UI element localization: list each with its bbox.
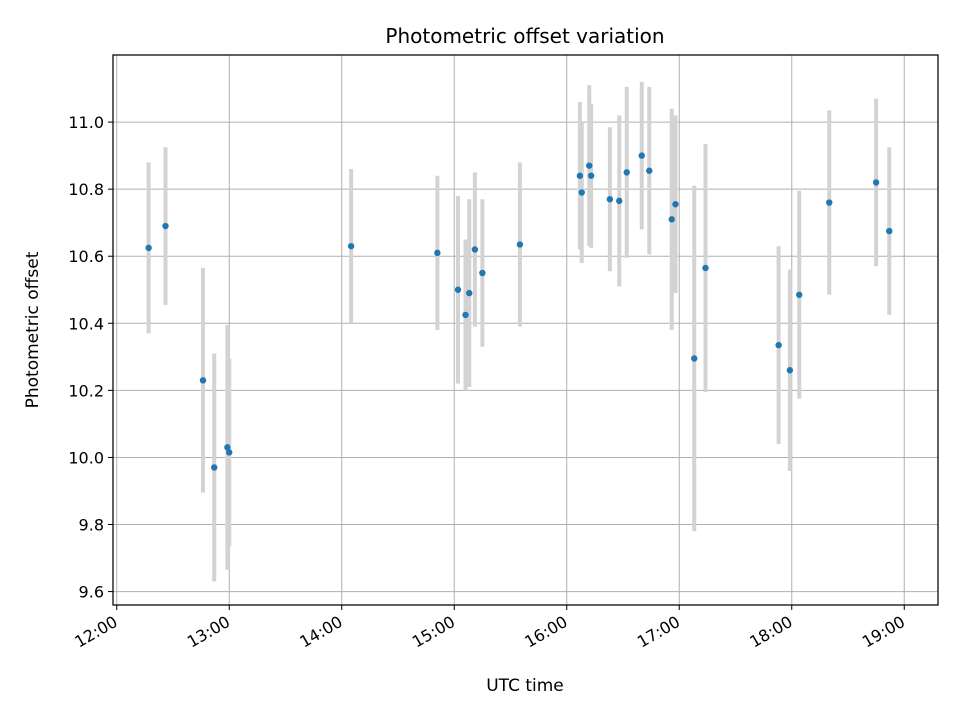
data-point bbox=[211, 464, 218, 471]
data-point bbox=[454, 286, 462, 293]
data-point bbox=[479, 269, 486, 277]
y-tick-label: 9.8 bbox=[79, 516, 104, 535]
y-axis-label: Photometric offset bbox=[23, 251, 43, 408]
data-point bbox=[886, 227, 893, 235]
data-point bbox=[466, 289, 473, 297]
data-point bbox=[587, 172, 595, 179]
data-point bbox=[646, 167, 653, 174]
data-point bbox=[691, 355, 698, 362]
y-tick-label: 10.4 bbox=[68, 314, 104, 333]
data-point bbox=[786, 367, 794, 374]
data-point bbox=[672, 201, 679, 208]
data-point bbox=[702, 264, 709, 272]
data-point bbox=[516, 241, 524, 248]
data-point bbox=[434, 249, 441, 257]
data-point bbox=[668, 216, 675, 223]
y-tick-label: 10.2 bbox=[68, 381, 104, 400]
plot-frame bbox=[112, 54, 939, 606]
data-point bbox=[872, 179, 880, 186]
y-tick-label: 9.6 bbox=[79, 583, 104, 602]
data-points bbox=[145, 152, 893, 471]
y-axis-ticks: 9.6 9.8 10.0 10.2 10.4 10.6 10.8 11.0 bbox=[68, 113, 113, 602]
data-point bbox=[471, 246, 479, 253]
data-point bbox=[162, 222, 169, 230]
chart-title: Photometric offset variation bbox=[385, 24, 664, 48]
data-point bbox=[638, 152, 645, 159]
y-tick-label: 10.6 bbox=[68, 247, 104, 266]
data-point bbox=[462, 311, 469, 319]
y-tick-label: 10.0 bbox=[68, 448, 104, 467]
data-point bbox=[616, 197, 623, 205]
data-point bbox=[347, 242, 355, 250]
y-tick-label: 11.0 bbox=[68, 113, 104, 132]
data-point bbox=[796, 291, 803, 298]
y-tick-label: 10.8 bbox=[68, 180, 104, 199]
data-point bbox=[623, 169, 630, 176]
data-point bbox=[576, 172, 584, 179]
data-point bbox=[226, 449, 233, 456]
data-point bbox=[775, 341, 782, 349]
data-point bbox=[586, 162, 593, 169]
data-point bbox=[224, 444, 231, 451]
data-point bbox=[199, 377, 207, 384]
data-point bbox=[606, 196, 614, 203]
data-point bbox=[145, 244, 152, 252]
data-point bbox=[578, 189, 585, 196]
data-point bbox=[826, 199, 833, 206]
x-axis-label: UTC time bbox=[486, 676, 564, 696]
